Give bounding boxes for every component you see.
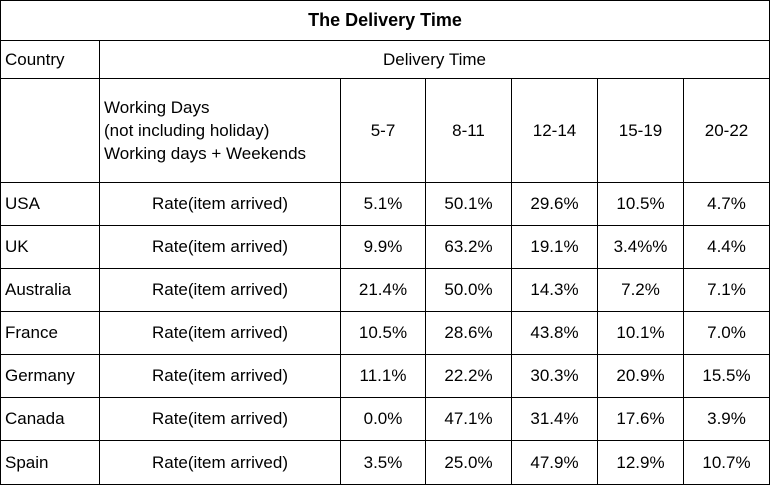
rate-value: 5.1% bbox=[340, 182, 426, 226]
header-cell bbox=[0, 78, 100, 183]
rate-label: Rate(item arrived) bbox=[99, 182, 341, 226]
rate-value: 10.5% bbox=[340, 311, 426, 355]
label-line: Working Days bbox=[104, 98, 210, 117]
rate-value: 28.6% bbox=[425, 311, 512, 355]
rate-value: 9.9% bbox=[340, 225, 426, 269]
rate-value: 47.9% bbox=[511, 440, 598, 485]
country-cell: France bbox=[0, 311, 100, 355]
table-row: Spain Rate(item arrived) 3.5% 25.0% 47.9% 12.… bbox=[0, 440, 770, 485]
rate-value: 15.5% bbox=[683, 354, 770, 398]
country-cell: USA bbox=[0, 182, 100, 226]
rate-value: 7.2% bbox=[597, 268, 684, 312]
subheader-label: Working Days (not including holiday) Worki… bbox=[99, 78, 341, 183]
rate-label: Rate(item arrived) bbox=[99, 268, 341, 312]
range-header: 15-19 bbox=[597, 78, 684, 183]
rate-value: 30.3% bbox=[511, 354, 598, 398]
rate-label: Rate(item arrived) bbox=[99, 354, 341, 398]
rate-value: 47.1% bbox=[425, 397, 512, 441]
table-title: The Delivery Time bbox=[0, 0, 770, 41]
range-header: 8-11 bbox=[425, 78, 512, 183]
rate-value: 25.0% bbox=[425, 440, 512, 485]
rate-value: 17.6% bbox=[597, 397, 684, 441]
country-cell: Australia bbox=[0, 268, 100, 312]
rate-value: 0.0% bbox=[340, 397, 426, 441]
range-header: 5-7 bbox=[340, 78, 426, 183]
rate-value: 63.2% bbox=[425, 225, 512, 269]
table-row: The Delivery Time bbox=[0, 0, 770, 41]
rate-value: 3.9% bbox=[683, 397, 770, 441]
table-row: Germany Rate(item arrived) 11.1% 22.2% 30.3%… bbox=[0, 354, 770, 398]
range-header: 12-14 bbox=[511, 78, 598, 183]
country-cell: Canada bbox=[0, 397, 100, 441]
rate-value: 3.4%% bbox=[597, 225, 684, 269]
rate-value: 19.1% bbox=[511, 225, 598, 269]
rate-value: 50.0% bbox=[425, 268, 512, 312]
rate-value: 21.4% bbox=[340, 268, 426, 312]
rate-value: 29.6% bbox=[511, 182, 598, 226]
rate-value: 22.2% bbox=[425, 354, 512, 398]
country-cell: UK bbox=[0, 225, 100, 269]
table-row: Australia Rate(item arrived) 21.4% 50.0% 14.… bbox=[0, 268, 770, 312]
rate-value: 10.7% bbox=[683, 440, 770, 485]
header-cell: Country bbox=[0, 40, 100, 79]
rate-value: 12.9% bbox=[597, 440, 684, 485]
label-line: (not including holiday) bbox=[104, 121, 270, 140]
rate-value: 14.3% bbox=[511, 268, 598, 312]
rate-value: 7.0% bbox=[683, 311, 770, 355]
rate-value: 20.9% bbox=[597, 354, 684, 398]
label-line: Working days + Weekends bbox=[104, 144, 307, 163]
rate-label: Rate(item arrived) bbox=[99, 225, 341, 269]
table-row: Canada Rate(item arrived) 0.0% 47.1% 31.4% 17… bbox=[0, 397, 770, 441]
table-row: UK Rate(item arrived) 9.9% 63.2% 19.1% 3.4%% 4… bbox=[0, 225, 770, 269]
rate-label: Rate(item arrived) bbox=[99, 311, 341, 355]
rate-value: 10.5% bbox=[597, 182, 684, 226]
table-row: France Rate(item arrived) 10.5% 28.6% 43.8% 1… bbox=[0, 311, 770, 355]
country-cell: Germany bbox=[0, 354, 100, 398]
rate-value: 43.8% bbox=[511, 311, 598, 355]
range-header: 20-22 bbox=[683, 78, 770, 183]
rate-value: 4.4% bbox=[683, 225, 770, 269]
rate-label: Rate(item arrived) bbox=[99, 397, 341, 441]
table-row: USA Rate(item arrived) 5.1% 50.1% 29.6% 10.5%… bbox=[0, 182, 770, 226]
header-cell: Delivery Time bbox=[99, 40, 770, 79]
table-row: Working Days (not including holiday) Worki… bbox=[0, 78, 770, 183]
rate-value: 50.1% bbox=[425, 182, 512, 226]
table-row: Country Delivery Time bbox=[0, 40, 770, 79]
rate-value: 11.1% bbox=[340, 354, 426, 398]
country-cell: Spain bbox=[0, 440, 100, 485]
rate-value: 31.4% bbox=[511, 397, 598, 441]
rate-value: 4.7% bbox=[683, 182, 770, 226]
rate-value: 10.1% bbox=[597, 311, 684, 355]
rate-label: Rate(item arrived) bbox=[99, 440, 341, 485]
rate-value: 7.1% bbox=[683, 268, 770, 312]
rate-value: 3.5% bbox=[340, 440, 426, 485]
